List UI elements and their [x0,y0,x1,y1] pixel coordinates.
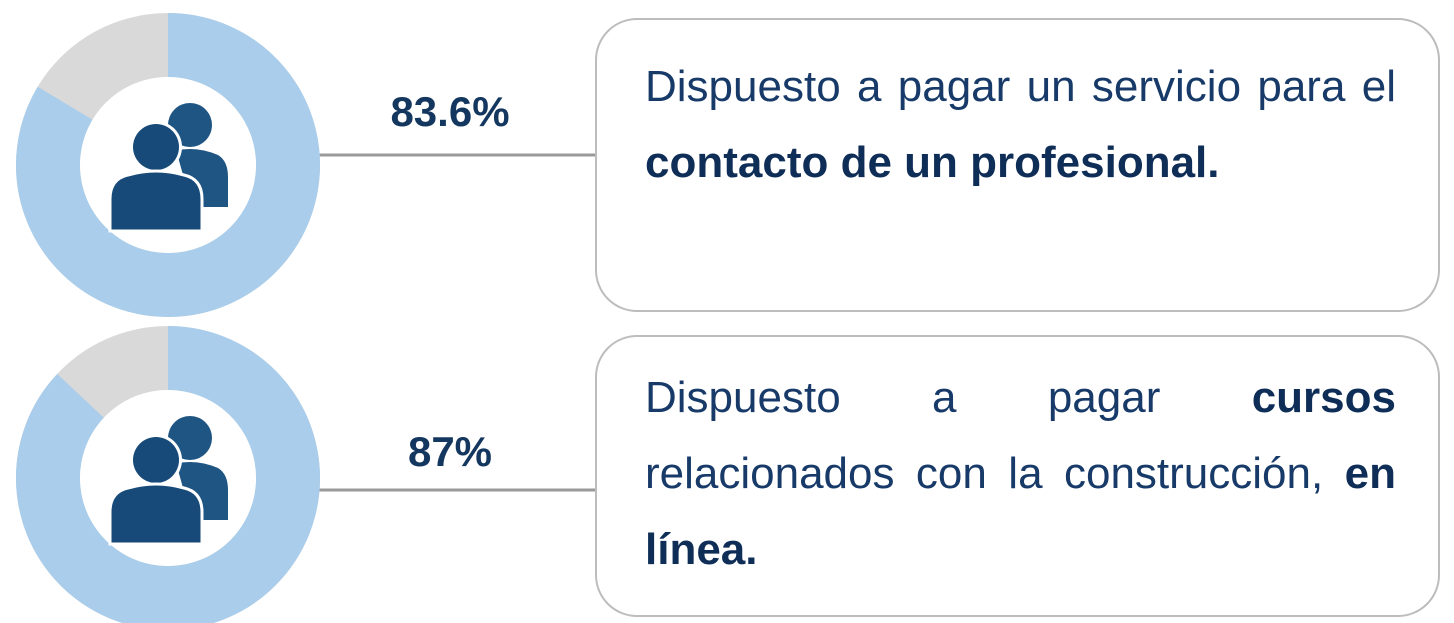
text-segment: cursos [1251,373,1396,422]
text-segment: Dispuesto a pagar [645,373,1252,422]
people-icon [108,103,228,233]
donut-arc [16,13,320,317]
description: Dispuesto a pagar un servicio para el co… [645,49,1396,201]
donut-arc [16,326,320,623]
person-body [162,462,228,520]
text-box: Dispuesto a pagar cursos relacionados co… [595,335,1440,617]
description: Dispuesto a pagar cursos relacionados co… [645,360,1396,588]
person-body [108,482,204,546]
person-head [133,124,179,170]
text-segment: contacto de un profesional. [645,138,1220,187]
person-body [108,169,204,233]
person-head [133,437,179,483]
text-segment: en línea. [645,449,1396,574]
people-icon [108,416,228,546]
text-segment: relacionados con la construcción, [645,449,1345,498]
percent-label: 83.6% [390,88,510,135]
text-segment: Dispuesto a pagar un servicio para el [645,62,1396,111]
percent-label: 87% [407,428,493,475]
text-box: Dispuesto a pagar un servicio para el co… [595,18,1440,312]
person-body [162,149,228,207]
